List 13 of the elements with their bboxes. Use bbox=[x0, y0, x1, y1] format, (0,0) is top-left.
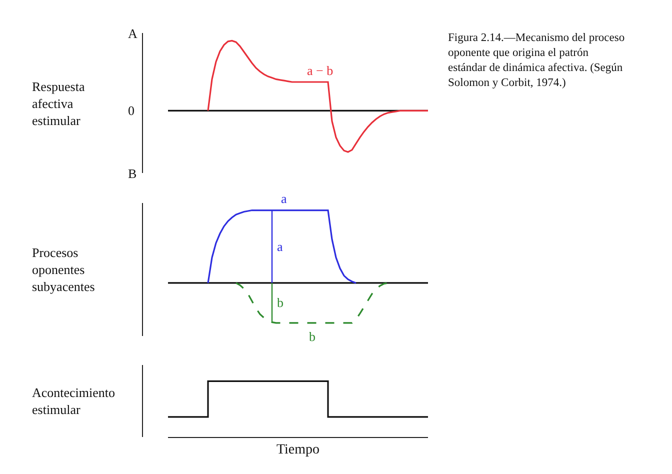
text: Figura 2.14.—Mecanismo del proceso oponente que origina el patrón estándar de dinámica afectiva. (Según Solomon y Corbit, 1974.) bbox=[448, 32, 625, 89]
series-label: a − b bbox=[307, 63, 334, 78]
x-axis-title: Tiempo bbox=[276, 442, 320, 458]
annotation: a bbox=[277, 239, 283, 254]
series-label: b bbox=[309, 329, 316, 344]
y-axis-title: Respuesta afectiva estimular bbox=[32, 79, 85, 128]
y-axis-title: Procesos oponentes subyacentes bbox=[32, 245, 95, 294]
text: A bbox=[128, 26, 138, 41]
text: B bbox=[128, 166, 137, 181]
series-label: a bbox=[281, 191, 287, 206]
y-axis-title: Acontecimiento estimular bbox=[32, 385, 116, 417]
text: 0 bbox=[128, 103, 134, 118]
annotation: b bbox=[277, 295, 284, 310]
